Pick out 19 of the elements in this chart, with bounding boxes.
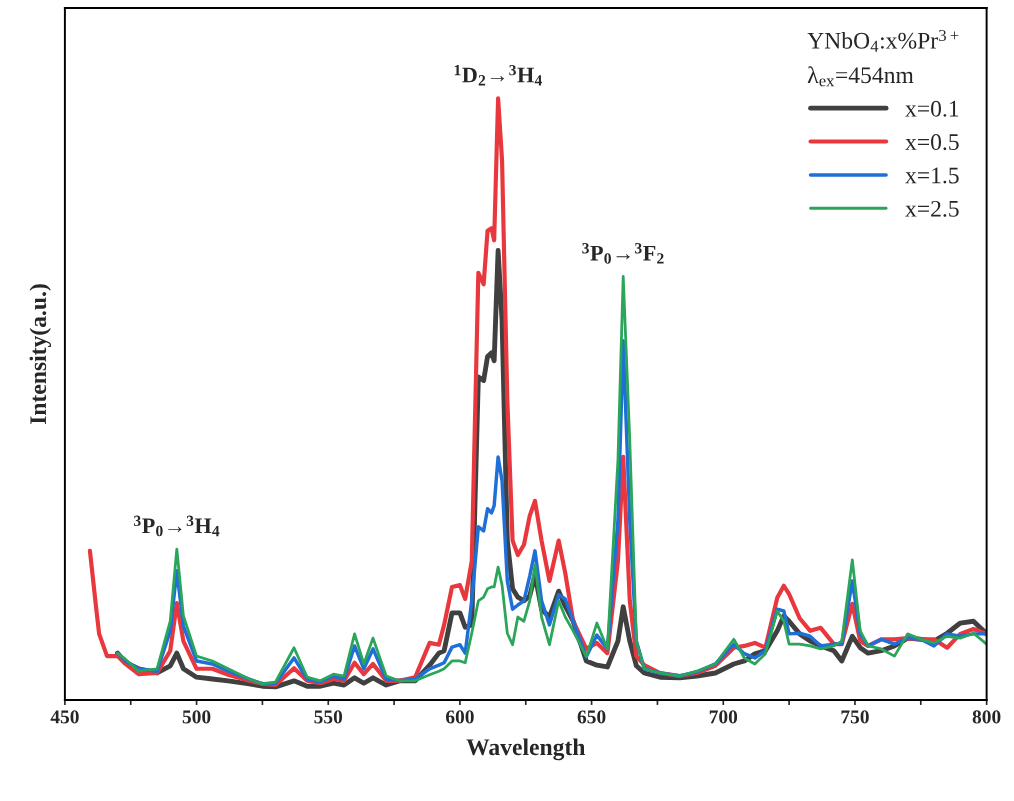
x-tick-label: 650 <box>577 710 606 724</box>
text: λ$_{ex}$=454nm <box>807 66 914 87</box>
annotation: $^{1}$D$_{2}$→$^{3}$H$_{4}$ <box>454 64 542 86</box>
x-axis-title: Wavelength <box>466 738 586 761</box>
legend-label: x=2.5 <box>905 200 959 217</box>
annotation: $^{3}$P$_{0}$→$^{3}$F$_{2}$ <box>582 243 664 264</box>
x-tick-label: 450 <box>50 710 79 724</box>
legend-label: x=0.1 <box>905 100 959 117</box>
legend-title: YNbO$_{4}$:x%Pr$^{3+}$ <box>807 29 959 52</box>
x-tick-label: 500 <box>182 710 211 724</box>
legend-label: x=1.5 <box>905 167 959 184</box>
x-tick-label: 700 <box>709 710 738 724</box>
x-tick-label: 750 <box>841 710 869 724</box>
annotation: $^{3}$P$_{0}$→$^{3}$H$_{4}$ <box>134 515 220 537</box>
x-tick-label: 550 <box>314 710 343 724</box>
x-tick-label: 600 <box>446 710 474 724</box>
x-tick-label: 800 <box>972 710 1001 724</box>
y-axis-title: Intensity(a.u.) <box>29 284 52 425</box>
legend-label: x=0.5 <box>905 134 959 151</box>
